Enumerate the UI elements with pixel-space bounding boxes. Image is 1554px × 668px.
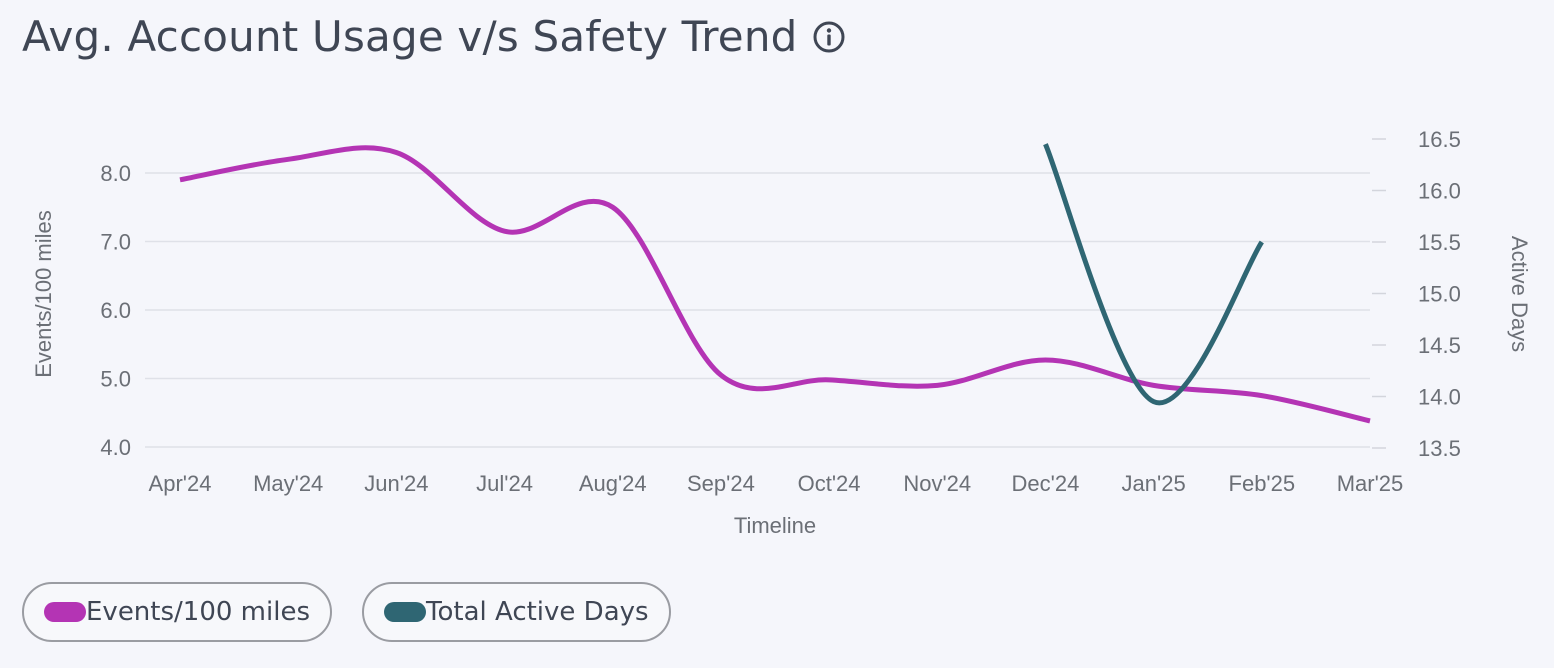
series-line-events — [179, 145, 1371, 424]
x-axis-title: Timeline — [734, 513, 816, 538]
legend-swatch-events — [44, 602, 86, 622]
line-chart: 4.0 5.0 6.0 7.0 8.0 13.5 14.0 14.5 15.0 15.5 16.0 1… — [31, 127, 1532, 538]
y-left-tick-label: 5.0 — [100, 367, 131, 392]
y-left-tick-label: 8.0 — [100, 161, 131, 186]
legend: Events/100 miles Total Active Days — [22, 582, 671, 642]
x-tick-label: Jan'25 — [1122, 471, 1186, 496]
y-right-tick-label: 16.0 — [1418, 179, 1461, 204]
x-tick-label: Aug'24 — [579, 471, 647, 496]
chart-header: Avg. Account Usage v/s Safety Trend — [22, 12, 846, 61]
y-right-tick-label: 13.5 — [1418, 436, 1461, 461]
legend-swatch-active-days — [384, 602, 426, 622]
x-tick-label: Sep'24 — [687, 471, 755, 496]
chart-title: Avg. Account Usage v/s Safety Trend — [22, 12, 798, 61]
series-line-active-days — [1043, 143, 1264, 406]
x-tick-label: Apr'24 — [149, 471, 212, 496]
y-left-axis-title: Events/100 miles — [31, 210, 56, 378]
y-right-tick-label: 14.0 — [1418, 385, 1461, 410]
y-left-tick-label: 6.0 — [100, 298, 131, 323]
x-tick-label: Nov'24 — [903, 471, 971, 496]
x-tick-label: Mar'25 — [1337, 471, 1404, 496]
y-right-tick-label: 15.0 — [1418, 282, 1461, 307]
legend-item-events[interactable]: Events/100 miles — [22, 582, 332, 642]
y-left-tick-label: 4.0 — [100, 435, 131, 460]
y-right-axis-title: Active Days — [1507, 236, 1532, 352]
x-tick-label: Jun'24 — [364, 471, 428, 496]
legend-item-active-days[interactable]: Total Active Days — [362, 582, 671, 642]
legend-label-events: Events/100 miles — [86, 597, 310, 627]
x-tick-label: Dec'24 — [1012, 471, 1080, 496]
legend-label-active-days: Total Active Days — [426, 597, 649, 627]
y-right-tick-label: 15.5 — [1418, 230, 1461, 255]
y-right-tick-label: 14.5 — [1418, 333, 1461, 358]
y-left-tick-label: 7.0 — [100, 230, 131, 255]
info-icon[interactable] — [812, 20, 846, 54]
x-tick-label: Feb'25 — [1229, 471, 1296, 496]
y-right-tick-label: 16.5 — [1418, 127, 1461, 152]
x-tick-label: Oct'24 — [798, 471, 861, 496]
x-tick-label: Jul'24 — [476, 471, 533, 496]
x-tick-label: May'24 — [253, 471, 323, 496]
